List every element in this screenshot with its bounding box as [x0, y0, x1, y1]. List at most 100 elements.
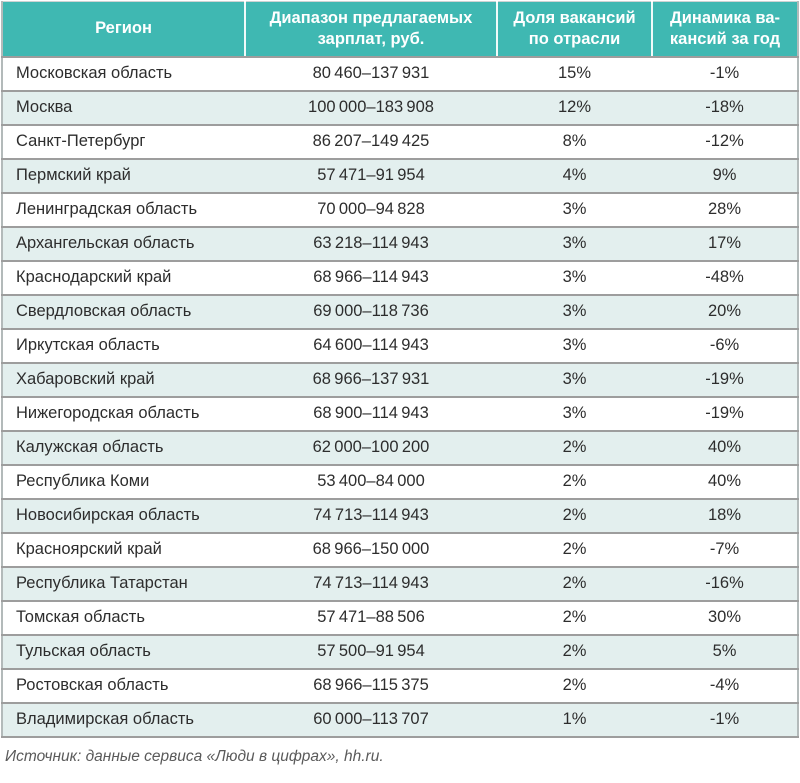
region-cell: Республика Татарстан	[2, 565, 245, 601]
share-cell: 2%	[497, 565, 652, 601]
table-body: Московская область 80 460–137 931 15% -1% Мо…	[2, 55, 798, 737]
region-cell: Архангельская область	[2, 225, 245, 261]
table-row: Республика Коми 53 400–84 000 2% 40%	[2, 463, 798, 499]
region-cell: Москва	[2, 89, 245, 125]
share-cell: 3%	[497, 327, 652, 363]
column-header-share: Доля вакансий по отрасли	[496, 1, 652, 58]
salary-range-cell: 68 966–114 943	[245, 259, 497, 295]
column-header-salary-range: Диапазон предлагаемых зарплат, руб.	[244, 1, 497, 58]
salary-range-cell: 74 713–114 943	[245, 565, 497, 601]
share-cell: 2%	[497, 599, 652, 635]
column-header-share-line2: по отрасли	[528, 29, 621, 48]
table-row: Краснодарский край 68 966–114 943 3% -48%	[2, 259, 798, 295]
table-row: Пермский край 57 471–91 954 4% 9%	[2, 157, 798, 193]
table-row: Свердловская область 69 000–118 736 3% 20%	[2, 293, 798, 329]
dynamics-cell: 9%	[652, 157, 798, 193]
column-header-region: Регион	[2, 1, 245, 58]
salary-range-cell: 57 471–91 954	[245, 157, 497, 193]
salary-range-cell: 68 966–150 000	[245, 531, 497, 567]
share-cell: 3%	[497, 225, 652, 261]
region-cell: Ленинградская область	[2, 191, 245, 227]
region-cell: Новосибирская область	[2, 497, 245, 533]
table-row: Хабаровский край 68 966–137 931 3% -19%	[2, 361, 798, 397]
region-cell: Томская область	[2, 599, 245, 635]
table-row: Московская область 80 460–137 931 15% -1%	[2, 55, 798, 91]
share-cell: 15%	[497, 55, 652, 91]
table-row: Республика Татарстан 74 713–114 943 2% -16%	[2, 565, 798, 601]
table-row: Санкт-Петербург 86 207–149 425 8% -12%	[2, 123, 798, 159]
salary-range-cell: 69 000–118 736	[245, 293, 497, 329]
table-header: Регион Диапазон предлагаемых зарплат, ру…	[2, 1, 798, 58]
column-header-dynamics-line2: кансий за год	[669, 29, 781, 48]
share-cell: 8%	[497, 123, 652, 159]
dynamics-cell: -12%	[652, 123, 798, 159]
share-cell: 2%	[497, 497, 652, 533]
dynamics-cell: -7%	[652, 531, 798, 567]
salary-range-cell: 80 460–137 931	[245, 55, 497, 91]
share-cell: 2%	[497, 463, 652, 499]
salary-range-cell: 68 900–114 943	[245, 395, 497, 431]
salary-range-cell: 100 000–183 908	[245, 89, 497, 125]
region-cell: Нижегородская область	[2, 395, 245, 431]
region-cell: Свердловская область	[2, 293, 245, 329]
salary-range-cell: 57 471–88 506	[245, 599, 497, 635]
region-cell: Иркутская область	[2, 327, 245, 363]
salary-range-cell: 64 600–114 943	[245, 327, 497, 363]
column-header-dynamics: Динамика ва- кансий за год	[651, 1, 798, 58]
dynamics-cell: -19%	[652, 361, 798, 397]
share-cell: 1%	[497, 701, 652, 737]
dynamics-cell: -18%	[652, 89, 798, 125]
column-header-dynamics-line1: Динамика ва-	[669, 9, 780, 28]
dynamics-cell: -48%	[652, 259, 798, 295]
dynamics-cell: 18%	[652, 497, 798, 533]
dynamics-cell: 30%	[652, 599, 798, 635]
salary-range-cell: 70 000–94 828	[245, 191, 497, 227]
share-cell: 3%	[497, 259, 652, 295]
region-cell: Тульская область	[2, 633, 245, 669]
region-cell: Хабаровский край	[2, 361, 245, 397]
column-header-salary-line2: зарплат, руб.	[317, 29, 425, 48]
dynamics-cell: 28%	[652, 191, 798, 227]
column-header-salary-line1: Диапазон предлагаемых	[269, 9, 473, 28]
salary-table: Регион Диапазон предлагаемых зарплат, ру…	[1, 1, 799, 738]
share-cell: 2%	[497, 667, 652, 703]
share-cell: 3%	[497, 191, 652, 227]
dynamics-cell: -1%	[652, 701, 798, 737]
table-row: Владимирская область 60 000–113 707 1% -1%	[2, 701, 798, 737]
table-row: Ростовская область 68 966–115 375 2% -4%	[2, 667, 798, 703]
salary-range-cell: 53 400–84 000	[245, 463, 497, 499]
share-cell: 3%	[497, 293, 652, 329]
salary-range-cell: 60 000–113 707	[245, 701, 497, 737]
dynamics-cell: -4%	[652, 667, 798, 703]
salary-range-cell: 62 000–100 200	[245, 429, 497, 465]
source-note: Источник: данные сервиса «Люди в цифрах»…	[5, 747, 384, 765]
salary-range-cell: 57 500–91 954	[245, 633, 497, 669]
dynamics-cell: 40%	[652, 463, 798, 499]
table-row: Новосибирская область 74 713–114 943 2% 18%	[2, 497, 798, 533]
region-cell: Московская область	[2, 55, 245, 91]
salary-range-cell: 68 966–137 931	[245, 361, 497, 397]
salary-range-cell: 68 966–115 375	[245, 667, 497, 703]
header-row: Регион Диапазон предлагаемых зарплат, ру…	[2, 1, 798, 58]
share-cell: 3%	[497, 361, 652, 397]
table-row: Томская область 57 471–88 506 2% 30%	[2, 599, 798, 635]
salary-range-cell: 74 713–114 943	[245, 497, 497, 533]
dynamics-cell: -6%	[652, 327, 798, 363]
region-cell: Калужская область	[2, 429, 245, 465]
salary-range-cell: 86 207–149 425	[245, 123, 497, 159]
region-cell: Пермский край	[2, 157, 245, 193]
region-cell: Владимирская область	[2, 701, 245, 737]
share-cell: 3%	[497, 395, 652, 431]
region-cell: Ростовская область	[2, 667, 245, 703]
salary-range-cell: 63 218–114 943	[245, 225, 497, 261]
share-cell: 2%	[497, 531, 652, 567]
table-row: Москва 100 000–183 908 12% -18%	[2, 89, 798, 125]
share-cell: 4%	[497, 157, 652, 193]
share-cell: 2%	[497, 429, 652, 465]
table-row: Ленинградская область 70 000–94 828 3% 28%	[2, 191, 798, 227]
dynamics-cell: -1%	[652, 55, 798, 91]
dynamics-cell: -19%	[652, 395, 798, 431]
share-cell: 2%	[497, 633, 652, 669]
column-header-share-line1: Доля вакансий	[513, 9, 636, 28]
region-cell: Красноярский край	[2, 531, 245, 567]
